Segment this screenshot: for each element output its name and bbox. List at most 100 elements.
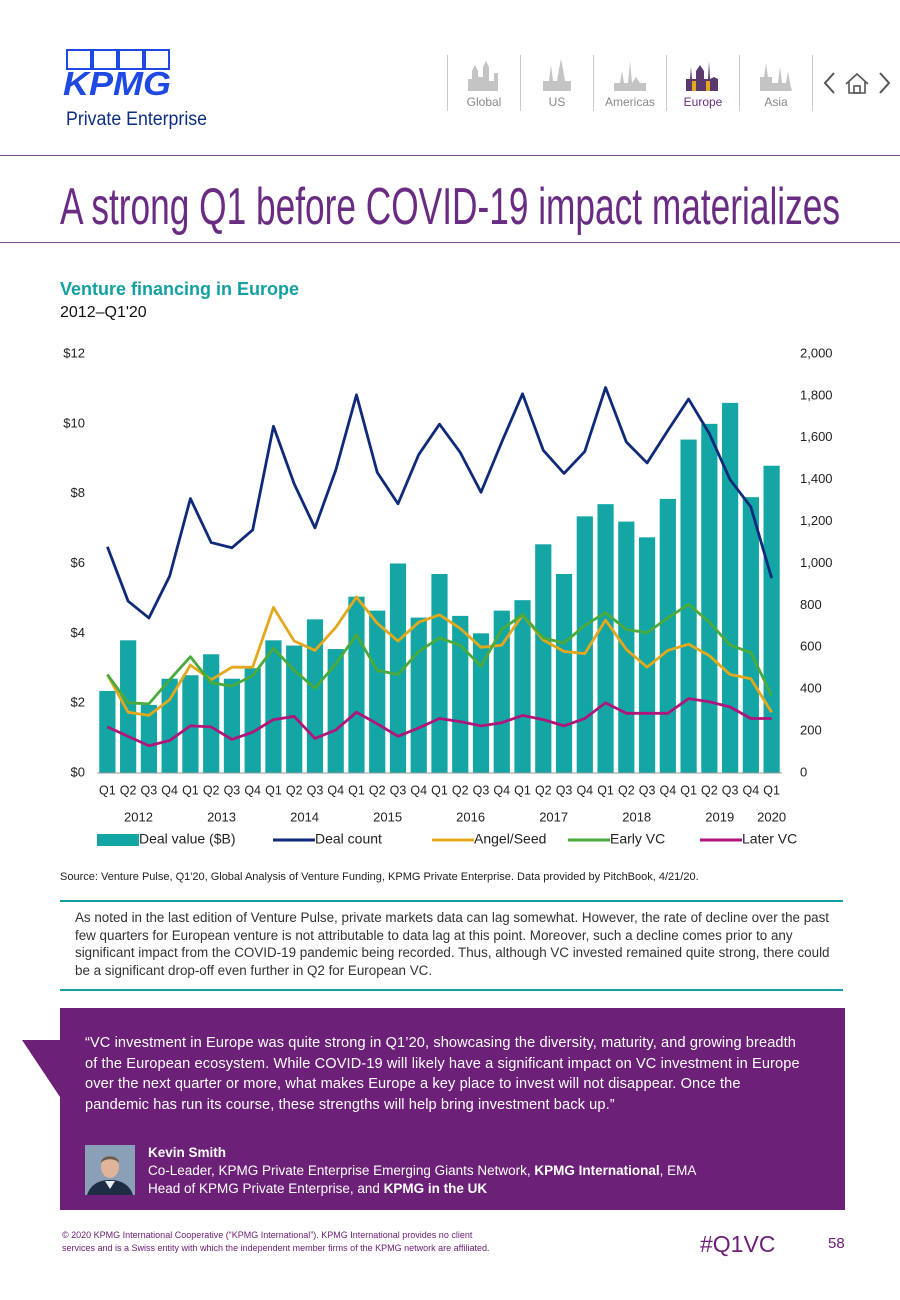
logo-text: KPMG — [63, 65, 171, 102]
bar — [535, 544, 552, 773]
bar — [680, 439, 697, 773]
bar — [120, 640, 137, 773]
prev-button[interactable] — [823, 72, 835, 94]
rule — [60, 989, 843, 991]
legend-label: Deal count — [315, 831, 382, 847]
y-tick-label: $4 — [71, 625, 85, 640]
nav-tab[interactable]: Americas — [593, 55, 666, 111]
x-group-label: 2018 — [622, 809, 651, 824]
nav-icon — [543, 59, 571, 91]
x-group-label: 2015 — [373, 809, 402, 824]
line — [106, 602, 773, 706]
x-tick-label: Q2 — [286, 783, 303, 797]
x-group-label: 2016 — [456, 809, 485, 824]
skyline — [543, 59, 571, 91]
y-tick-label: $12 — [63, 345, 85, 360]
bar — [763, 465, 780, 773]
x-group-label: 2017 — [539, 809, 568, 824]
quote-role: Co-Leader, KPMG Private Enterprise Emerg… — [148, 1162, 696, 1198]
x-tick-label: Q3 — [473, 783, 490, 797]
bar — [182, 675, 199, 773]
x-group-label: 2020 — [757, 809, 786, 824]
bar — [99, 690, 116, 773]
y2-tick-label: 800 — [800, 597, 822, 612]
bar — [431, 573, 448, 773]
y-tick-label: $10 — [63, 415, 85, 430]
quote-text: “VC investment in Europe was quite stron… — [85, 1035, 800, 1113]
nav-tab[interactable]: Europe — [666, 55, 739, 111]
bar — [265, 640, 282, 773]
x-tick-label: Q2 — [203, 783, 220, 797]
nav-label: Europe — [683, 95, 723, 109]
nav-tab[interactable]: US — [520, 55, 593, 111]
y2-tick-label: 1,200 — [800, 513, 833, 528]
y2-tick-label: 0 — [800, 764, 807, 779]
y-tick-label: $6 — [71, 555, 85, 570]
legend-swatch — [97, 834, 139, 846]
chart-title: Venture financing in Europe — [60, 279, 300, 299]
legend-label: Deal value ($B) — [139, 831, 236, 847]
x-tick-label: Q1 — [99, 783, 116, 797]
rule — [60, 900, 843, 902]
legend-label: Angel/Seed — [474, 831, 546, 847]
x-tick-label: Q4 — [659, 783, 676, 797]
nav-arrows — [823, 72, 891, 94]
y2-tick-label: 1,400 — [800, 471, 833, 486]
x-tick-label: Q1 — [348, 783, 365, 797]
title-area: A strong Q1 before COVID-19 impact mater… — [60, 178, 840, 236]
x-tick-label: Q2 — [618, 783, 635, 797]
x-tick-label: Q1 — [182, 783, 199, 797]
x-tick-label: Q3 — [639, 783, 656, 797]
y2-tick-label: 1,800 — [800, 387, 833, 402]
bar — [452, 615, 469, 773]
bar — [244, 668, 261, 773]
bar — [327, 649, 344, 773]
rule — [0, 155, 900, 156]
bar — [203, 654, 220, 773]
copyright-line: services and is a Swiss entity with whic… — [62, 1243, 490, 1253]
x-tick-label: Q2 — [701, 783, 718, 797]
page-number: 58 — [828, 1235, 845, 1252]
nav-tab[interactable]: Global — [447, 55, 520, 111]
role-line: Head of KPMG Private Enterprise, and KPM… — [148, 1180, 696, 1198]
copyright-line: © 2020 KPMG International Cooperative (“… — [62, 1230, 473, 1240]
home-button[interactable] — [845, 72, 869, 94]
bar — [472, 633, 490, 773]
quote-box — [60, 1008, 845, 1210]
bar — [493, 610, 510, 773]
line — [106, 386, 773, 620]
source-note: Source: Venture Pulse, Q1'20, Global Ana… — [60, 871, 699, 883]
y-tick-label: $2 — [71, 695, 85, 710]
nav-label: Americas — [604, 95, 655, 109]
y2-tick-label: 400 — [800, 681, 822, 696]
x-tick-label: Q3 — [307, 783, 324, 797]
next-button[interactable] — [879, 72, 891, 94]
line — [106, 697, 772, 748]
x-group-label: 2013 — [207, 809, 236, 824]
role-text: , EMA — [659, 1163, 697, 1178]
commentary: As noted in the last edition of Venture … — [75, 910, 830, 978]
legend-label: Early VC — [610, 831, 665, 847]
nav-icon — [760, 63, 792, 91]
x-tick-label: Q3 — [141, 783, 158, 797]
portrait — [85, 1145, 135, 1195]
quote-name: Kevin Smith — [148, 1145, 227, 1160]
x-tick-label: Q4 — [410, 783, 427, 797]
x-group-label: 2012 — [124, 809, 153, 824]
x-tick-label: Q1 — [514, 783, 531, 797]
bar — [597, 504, 614, 773]
page-title: A strong Q1 before COVID-19 impact mater… — [60, 178, 840, 236]
skyline — [614, 61, 646, 91]
x-tick-label: Q4 — [161, 783, 178, 797]
bar — [576, 516, 593, 773]
hashtag: #Q1VC — [700, 1231, 776, 1257]
skyline — [468, 61, 498, 91]
x-tick-label: Q1 — [265, 783, 282, 797]
bar — [555, 573, 573, 773]
nav-icon — [686, 61, 718, 91]
x-tick-label: Q1 — [680, 783, 697, 797]
bar — [286, 645, 303, 773]
nav-tab[interactable]: Asia — [739, 55, 813, 111]
x-tick-label: Q3 — [390, 783, 407, 797]
y-tick-label: $0 — [71, 764, 85, 779]
